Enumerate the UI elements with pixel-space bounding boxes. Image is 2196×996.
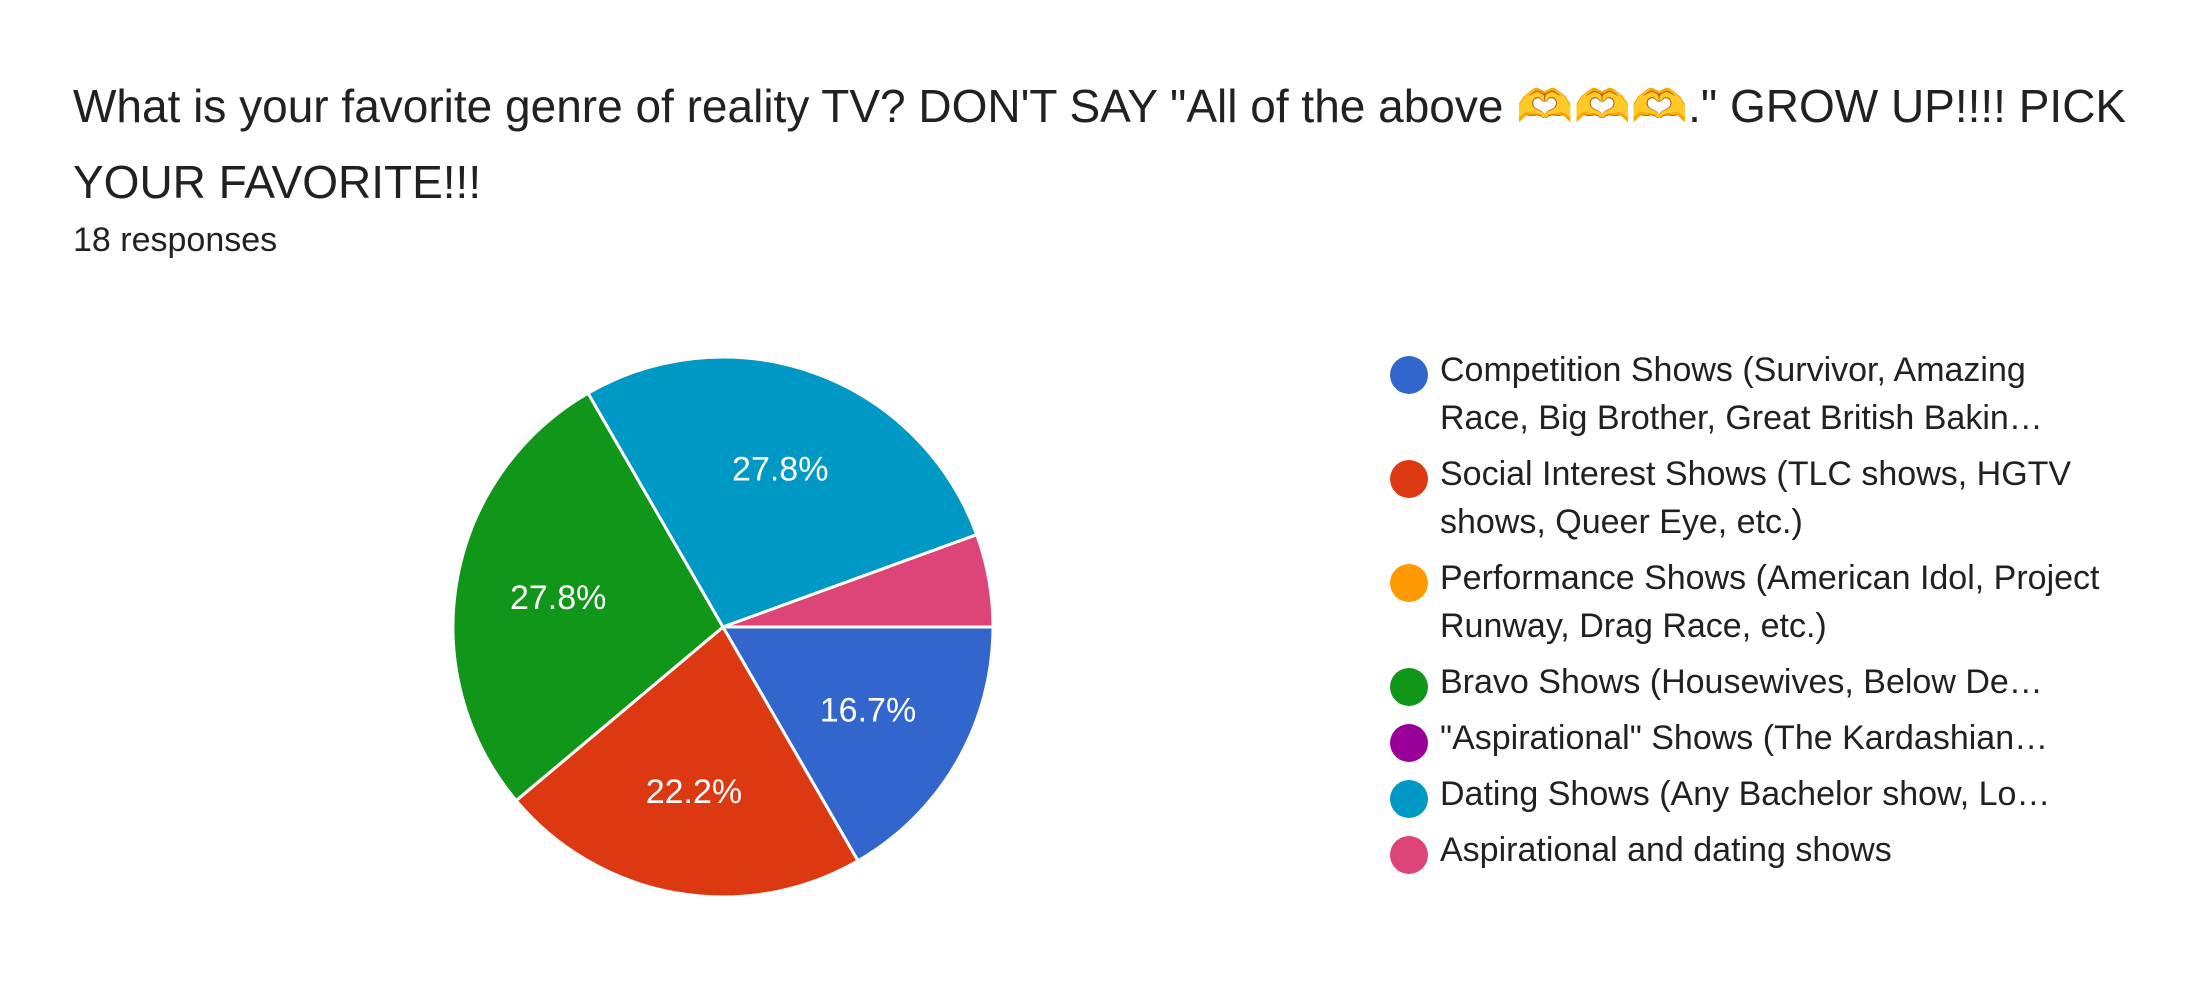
- legend-label: Performance Shows (American Idol, Projec…: [1440, 559, 2100, 645]
- legend-label: Aspirational and dating shows: [1440, 831, 1892, 869]
- legend-label: Competition Shows (Survivor, Amazing Rac…: [1440, 351, 2043, 437]
- legend-item-bravo[interactable]: Bravo Shows (Housewives, Below De…: [1390, 658, 2110, 706]
- legend-swatch: [1390, 460, 1428, 498]
- legend-item-competition[interactable]: Competition Shows (Survivor, Amazing Rac…: [1390, 346, 2110, 442]
- pie-slice[interactable]: [720, 625, 995, 863]
- pie-slices: [451, 355, 995, 899]
- pie-slice[interactable]: [451, 391, 725, 803]
- pie-slice[interactable]: [722, 532, 995, 629]
- legend-item-dating[interactable]: Dating Shows (Any Bachelor show, Lo…: [1390, 770, 2110, 818]
- legend-item-aspirational-and-dating[interactable]: Aspirational and dating shows: [1390, 826, 2110, 874]
- pie-labels: 16.7% 22.2% 27.8% 27.8%: [510, 451, 916, 811]
- legend-swatch: [1390, 564, 1428, 602]
- legend-item-performance[interactable]: Performance Shows (American Idol, Projec…: [1390, 554, 2110, 650]
- legend-swatch: [1390, 668, 1428, 706]
- legend-label: "Aspirational" Shows (The Kardashian…: [1440, 719, 2049, 757]
- legend-item-aspirational[interactable]: "Aspirational" Shows (The Kardashian…: [1390, 714, 2110, 762]
- legend-swatch: [1390, 836, 1428, 874]
- legend-swatch: [1390, 780, 1428, 818]
- pie-slice[interactable]: [585, 355, 979, 629]
- slice-percent-label: 16.7%: [820, 692, 916, 730]
- chart-legend: Competition Shows (Survivor, Amazing Rac…: [1390, 346, 2110, 882]
- response-count: 18 responses: [73, 221, 278, 259]
- legend-swatch: [1390, 356, 1428, 394]
- legend-label: Social Interest Shows (TLC shows, HGTV s…: [1440, 455, 2072, 541]
- question-title: What is your favorite genre of reality T…: [73, 80, 2127, 208]
- legend-item-social-interest[interactable]: Social Interest Shows (TLC shows, HGTV s…: [1390, 450, 2110, 546]
- pie-chart: 16.7% 22.2% 27.8% 27.8%: [451, 355, 995, 899]
- slice-percent-label: 27.8%: [510, 579, 606, 617]
- legend-label: Bravo Shows (Housewives, Below De…: [1440, 663, 2043, 701]
- pie-slice[interactable]: [514, 624, 861, 899]
- legend-swatch: [1390, 724, 1428, 762]
- slice-percent-label: 27.8%: [732, 451, 828, 489]
- legend-label: Dating Shows (Any Bachelor show, Lo…: [1440, 775, 2051, 813]
- slice-percent-label: 22.2%: [646, 773, 742, 811]
